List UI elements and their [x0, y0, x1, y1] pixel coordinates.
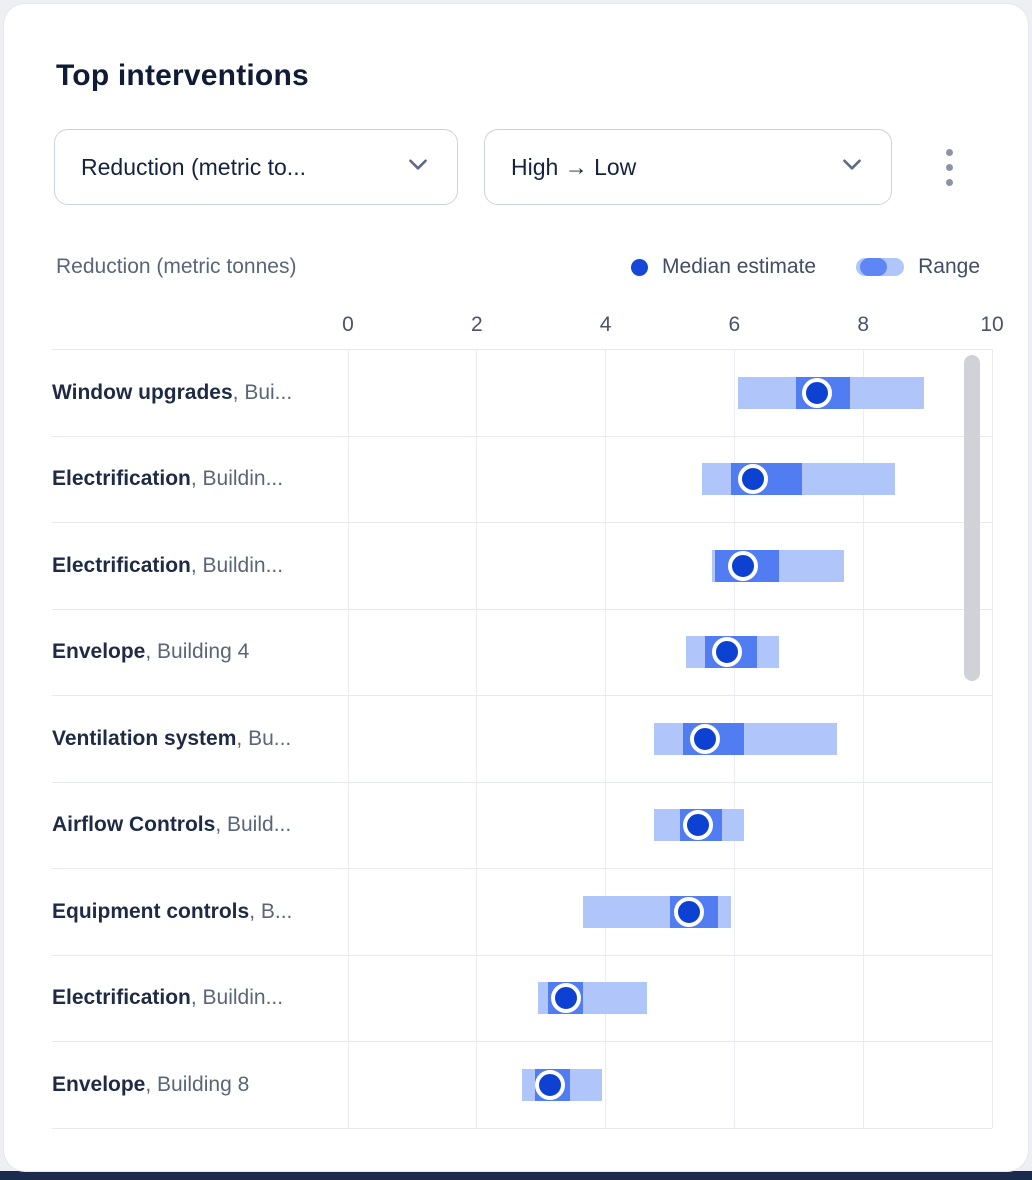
row-plot [348, 437, 992, 523]
table-row: Airflow Controls, Build... [52, 781, 992, 869]
bottom-strip [0, 1171, 1032, 1180]
median-dot[interactable] [551, 983, 582, 1014]
range-legend-label: Range [918, 255, 980, 278]
row-label: Envelope, Building 8 [52, 1072, 250, 1096]
median-dot[interactable] [535, 1069, 566, 1100]
interventions-chart: 0 2 4 6 8 10 Window upgrades, Bui... Electrifi… [52, 305, 1004, 1129]
tick-label: 8 [857, 313, 870, 336]
range-legend-icon [856, 258, 905, 276]
vertical-scrollbar[interactable] [964, 355, 980, 681]
row-label: Airflow Controls, Build... [52, 813, 292, 837]
tick-label: 4 [599, 313, 612, 336]
more-vertical-icon[interactable] [940, 143, 959, 192]
table-row: Electrification, Buildin... [52, 954, 992, 1042]
median-legend-icon [631, 258, 649, 276]
table-row: Electrification, Buildin... [52, 522, 992, 609]
tick-label: 6 [728, 313, 741, 336]
row-plot [348, 350, 992, 436]
page-title: Top interventions [56, 59, 309, 92]
median-dot[interactable] [673, 896, 704, 927]
row-label: Window upgrades, Bui... [52, 380, 293, 404]
table-row: Ventilation system, Bu... [52, 695, 992, 782]
row-plot [348, 1042, 992, 1128]
sort-dropdown-value: High → Low [511, 153, 637, 180]
table-row: Electrification, Buildin... [52, 435, 992, 523]
row-label: Equipment controls, B... [52, 899, 293, 923]
row-plot [348, 783, 992, 869]
top-interventions-card: Top interventions Reduction (metric to..… [3, 3, 1029, 1172]
row-label: Electrification, Buildin... [52, 467, 284, 491]
metric-dropdown[interactable]: Reduction (metric to... [54, 129, 458, 205]
range-bar[interactable] [583, 895, 732, 928]
range-bar[interactable] [702, 463, 896, 496]
row-label: Ventilation system, Bu... [52, 726, 292, 750]
median-dot[interactable] [683, 810, 714, 841]
tick-label: 0 [342, 313, 354, 336]
metric-dropdown-value: Reduction (metric to... [81, 153, 306, 180]
range-bar[interactable] [653, 722, 838, 755]
row-label: Envelope, Building 4 [52, 640, 250, 664]
gridline [347, 349, 349, 1128]
chevron-down-icon [405, 151, 431, 183]
median-dot[interactable] [737, 464, 768, 495]
gridline [991, 349, 993, 1128]
row-plot [348, 956, 992, 1042]
row-label: Electrification, Buildin... [52, 986, 284, 1010]
table-row: Equipment controls, B... [52, 868, 992, 955]
row-plot [348, 696, 992, 782]
legend: Median estimate Range [631, 255, 980, 279]
gridline [862, 349, 864, 1128]
axis-ticks: 0 2 4 6 8 10 [52, 305, 1004, 349]
table-row: Envelope, Building 8 [52, 1041, 992, 1128]
median-legend-label: Median estimate [662, 255, 817, 278]
axis-caption: Reduction (metric tonnes) [56, 255, 297, 278]
median-dot[interactable] [689, 723, 720, 754]
median-dot[interactable] [728, 550, 759, 581]
legend-row: Reduction (metric tonnes) Median estimat… [56, 255, 980, 279]
gridline [605, 349, 607, 1128]
row-plot [348, 523, 992, 609]
row-plot [348, 869, 992, 955]
median-dot[interactable] [712, 637, 743, 668]
tick-label: 2 [470, 313, 483, 336]
gridline [476, 349, 478, 1128]
table-row: Window upgrades, Bui... [52, 349, 992, 436]
controls-row: Reduction (metric to... High → Low [54, 129, 1028, 205]
table-row: Envelope, Building 4 [52, 608, 992, 696]
chevron-down-icon [839, 151, 865, 183]
tick-label: 10 [980, 313, 1004, 336]
median-dot[interactable] [802, 377, 833, 408]
sort-dropdown[interactable]: High → Low [484, 129, 892, 205]
row-plot [348, 610, 992, 696]
chart-rows: Window upgrades, Bui... Electrification, … [52, 349, 993, 1129]
row-label: Electrification, Buildin... [52, 553, 284, 577]
